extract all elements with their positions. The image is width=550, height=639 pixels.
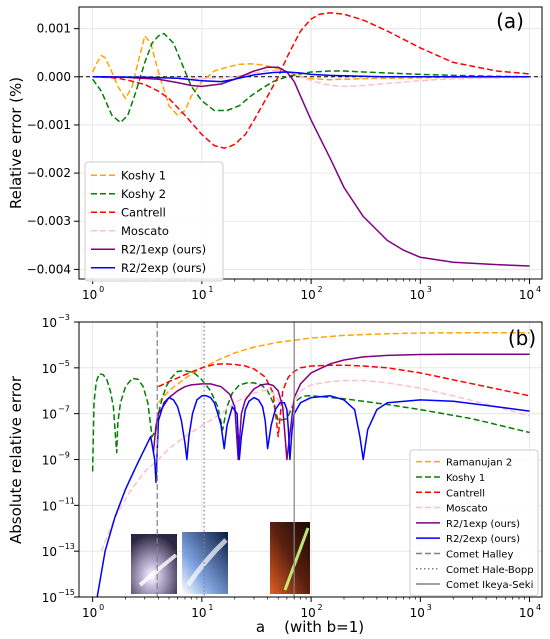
panel-b-x-tick-exponent: 0 [99, 603, 104, 612]
panel-a-y-tick-label: −0.003 [27, 214, 71, 228]
panel-b-x-tick-exponent: 3 [427, 603, 432, 612]
panel-b-x-tick-label: 10 [300, 606, 315, 620]
panel-b-y-tick-exponent: −9 [58, 451, 70, 460]
panel-b-ylabel: Absolute relative error [7, 375, 25, 544]
panel-b-legend-entry: Ramanujan 2 [446, 458, 512, 469]
panel-a-x-tick-label: 10 [191, 288, 206, 302]
panel-a-series-r2-1exp-ours [92, 66, 530, 267]
panel-a-x-tick-label: 10 [519, 288, 534, 302]
panel-a-y-tick-label: −0.001 [27, 118, 71, 132]
panel-a: 10 0 10 1 10 2 10 3 10 40.0010.000−0.001−0.002−0.… [7, 6, 543, 302]
panel-b-y-tick-exponent: −15 [58, 588, 75, 597]
panel-b-y-tick-exponent: −3 [58, 313, 70, 322]
panel-b-legend-entry: R2/1exp (ours) [446, 519, 520, 530]
panel-b-x-tick-exponent: 4 [536, 603, 541, 612]
panel-b-legend-box [409, 449, 539, 597]
panel-b-x-tick-label: 10 [82, 606, 97, 620]
panel-a-x-tick-exponent: 4 [536, 285, 541, 294]
panel-a-x-tick-exponent: 2 [318, 285, 323, 294]
panel-b-legend-entry: Comet Hale-Bopp [446, 565, 534, 576]
panel-a-frame [78, 6, 543, 280]
panel-b-y-tick-label: 10 [42, 545, 57, 559]
panel-b-x-tick-label: 10 [519, 606, 534, 620]
panel-b-series-moscato [100, 379, 530, 552]
panel-b-legend-entry: R2/2exp (ours) [446, 534, 520, 545]
panel-b-series [91, 322, 530, 597]
panel-a-ticks: 10 0 10 1 10 2 10 3 10 40.0010.000−0.001−0.002−0.… [27, 22, 542, 302]
panel-b-y-tick-label: 10 [42, 591, 57, 605]
panel-a-legend-entry: Cantrell [121, 205, 166, 219]
panel-b-legend-entry: Comet Ikeya-Seki [446, 580, 533, 591]
panel-b-legend-entry: Comet Halley [446, 549, 513, 560]
panel-a-y-tick-label: −0.004 [27, 262, 71, 276]
panel-a-label: (a) [496, 9, 524, 33]
panel-b-y-tick-label: 10 [42, 316, 57, 330]
panel-a-x-tick-label: 10 [410, 288, 425, 302]
comet-hale-bopp-photo [182, 532, 228, 594]
panel-a-series-koshy-1 [91, 35, 530, 117]
panel-a-legend-entry: Koshy 2 [121, 187, 166, 201]
panel-a-series-r2-2exp-ours [92, 71, 530, 83]
panel-a-series-koshy-2 [91, 32, 530, 124]
panel-b-y-tick-exponent: −7 [58, 405, 70, 414]
panel-b-y-tick-label: 10 [42, 362, 57, 376]
panel-a-y-tick-label: −0.002 [27, 166, 71, 180]
panel-b-legend-entry: Cantrell [446, 488, 485, 499]
panel-b-y-tick-exponent: −13 [58, 542, 75, 551]
panel-b-x-tick-exponent: 2 [318, 603, 323, 612]
panel-a-legend-entry: Moscato [121, 224, 169, 238]
panel-b-x-tick-label: 10 [191, 606, 206, 620]
panel-b-xlabel: a (with b=1) [256, 618, 364, 636]
panel-b-legend: Ramanujan 2 Koshy 1 Cantrell Moscato R2/1exp… [409, 449, 539, 597]
panel-a-series-cantrell [92, 12, 530, 149]
panel-a-y-tick-label: 0.000 [37, 70, 71, 84]
comet-ikeya-seki-photo [270, 522, 310, 594]
panel-a-x-tick-label: 10 [300, 288, 315, 302]
panel-b-series-r2-1exp-ours [152, 353, 530, 461]
panel-b-legend-entry: Koshy 1 [446, 473, 485, 484]
comet-halley-photo [131, 534, 178, 594]
panel-a-legend-entry: Koshy 1 [121, 168, 166, 182]
panel-b-y-tick-label: 10 [42, 408, 57, 422]
panel-a-legend: Koshy 1 Koshy 2 Cantrell Moscato R2/1exp (ou… [84, 161, 224, 282]
panel-b-series-r2-2exp-ours [96, 395, 530, 597]
panel-b-x-tick-exponent: 1 [208, 603, 213, 612]
panel-b-x-tick-label: 10 [410, 606, 425, 620]
panel-a-legend-entry: R2/2exp (ours) [121, 261, 206, 275]
panel-b-y-tick-label: 10 [42, 454, 57, 468]
panel-a-ylabel: Relative error (%) [7, 77, 25, 209]
panel-b-y-tick-exponent: −5 [58, 359, 70, 368]
panel-a-legend-box [84, 161, 224, 282]
panel-b-series-ramanujan-2 [157, 331, 530, 404]
panel-a-series [91, 12, 530, 267]
panel-b-label: (b) [508, 326, 536, 350]
panel-b-y-tick-label: 10 [42, 499, 57, 513]
panel-a-legend-entry: R2/1exp (ours) [121, 242, 206, 256]
panel-a-x-tick-label: 10 [82, 288, 97, 302]
panel-a-y-tick-label: 0.001 [37, 22, 71, 36]
panel-b-comet-images [131, 522, 310, 594]
panel-a-x-tick-exponent: 1 [208, 285, 213, 294]
panel-b-legend-entry: Moscato [446, 504, 488, 515]
panel-a-x-tick-exponent: 3 [427, 285, 432, 294]
panel-a-x-tick-exponent: 0 [99, 285, 104, 294]
panel-b-y-tick-exponent: −11 [58, 496, 75, 505]
